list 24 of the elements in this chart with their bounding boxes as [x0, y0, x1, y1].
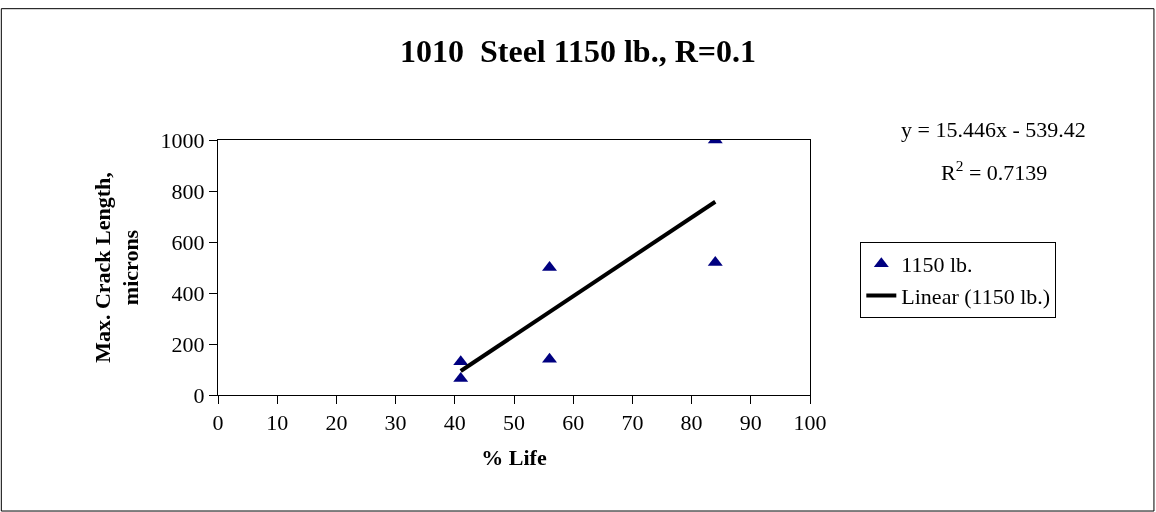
legend-label: 1150 lb.: [901, 252, 973, 278]
y-tick-label: 800: [171, 178, 205, 204]
x-tick-label: 10: [266, 410, 289, 436]
text: y = 15.446x - 539.42: [901, 117, 1086, 142]
x-tick-label: 40: [443, 410, 466, 436]
y-tick-label: 400: [171, 280, 205, 306]
x-tick-label: 80: [680, 410, 703, 436]
y-axis-title: Max. Crack Length, microns: [89, 172, 144, 363]
text: R$^{2}$ = 0.7139: [941, 157, 1048, 186]
legend-label: Linear (1150 lb.): [901, 283, 1051, 309]
x-tick-label: 60: [562, 410, 585, 436]
y-tick-label: 600: [171, 229, 205, 255]
x-tick-label: 0: [212, 410, 224, 436]
x-axis-title: % Life: [481, 445, 547, 471]
chart-title: 1010 Steel 1150 lb., R=0.1: [399, 33, 757, 70]
x-tick-label: 90: [739, 410, 762, 436]
y-tick-label: 0: [193, 382, 205, 408]
y-tick-label: 200: [171, 331, 205, 357]
x-tick-label: 50: [503, 410, 525, 436]
x-tick-label: 20: [325, 410, 348, 436]
x-tick-label: 30: [384, 410, 407, 436]
x-tick-label: 100: [793, 410, 827, 436]
y-tick-label: 1000: [160, 127, 205, 153]
x-tick-label: 70: [621, 410, 644, 436]
